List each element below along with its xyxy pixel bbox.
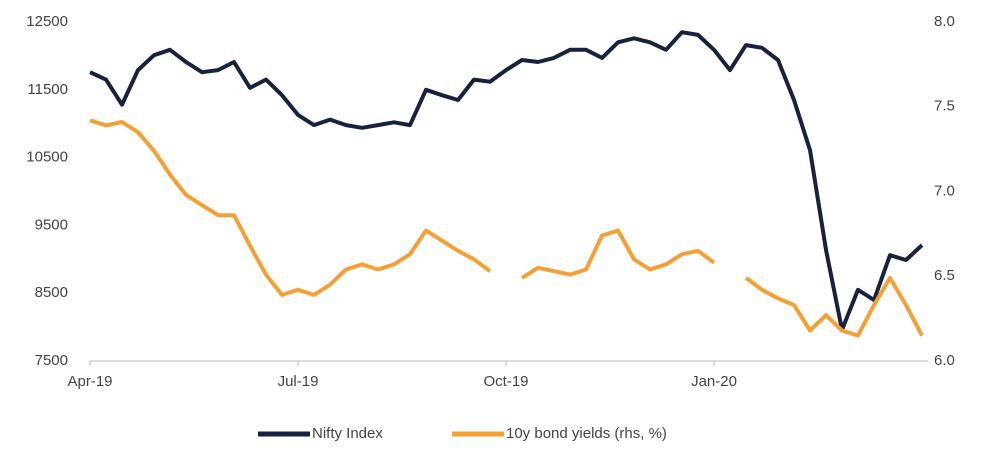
y2-tick-label: 6.0: [934, 352, 955, 369]
y-tick-label: 10500: [26, 149, 68, 166]
y2-tick-label: 7.0: [934, 182, 955, 199]
series-line: [89, 30, 924, 332]
y-tick-label: 11500: [27, 81, 68, 98]
y-tick-label: 9500: [35, 216, 68, 233]
y-tick-label: 12500: [26, 13, 68, 30]
x-tick-label: Apr-19: [67, 373, 112, 390]
x-tick-label: Oct-19: [483, 373, 528, 390]
y2-tick-label: 8.0: [934, 13, 955, 30]
legend-label: 10y bond yields (rhs, %): [506, 425, 667, 442]
x-tick-label: Jul-19: [278, 373, 319, 390]
y2-tick-label: 6.5: [934, 267, 955, 284]
x-tick-label: Jan-20: [691, 373, 737, 390]
y-tick-label: 7500: [35, 352, 68, 369]
y2-tick-label: 7.5: [934, 98, 955, 115]
series-line: [89, 118, 924, 338]
y-tick-label: 8500: [35, 284, 68, 301]
legend-label: Nifty Index: [312, 425, 383, 442]
